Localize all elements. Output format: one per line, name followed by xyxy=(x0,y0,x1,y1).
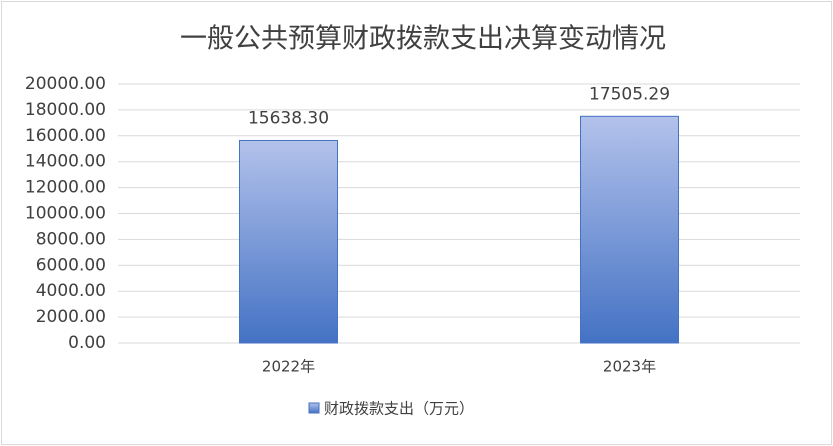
value-label: 15638.30 xyxy=(248,108,329,128)
y-tick-label: 20000.00 xyxy=(25,74,106,94)
y-tick-label: 12000.00 xyxy=(25,178,106,198)
bar xyxy=(239,139,338,344)
value-label: 17505.29 xyxy=(589,84,670,104)
y-tick-label: 10000.00 xyxy=(25,204,106,224)
legend-label: 财政拨款支出（万元） xyxy=(324,400,474,418)
chart-title: 一般公共预算财政拨款支出决算变动情况 xyxy=(180,24,666,55)
x-tick-label: 2022年 xyxy=(262,358,315,376)
y-tick-label: 16000.00 xyxy=(25,126,106,146)
y-tick-label: 8000.00 xyxy=(36,229,106,249)
y-tick-label: 14000.00 xyxy=(25,152,106,172)
legend-swatch xyxy=(308,402,320,414)
x-tick-label: 2023年 xyxy=(603,358,656,376)
y-tick-label: 18000.00 xyxy=(25,100,106,120)
y-tick-label: 0.00 xyxy=(68,333,106,353)
y-tick-label: 4000.00 xyxy=(36,281,106,301)
bar xyxy=(580,115,679,344)
y-tick-label: 2000.00 xyxy=(36,307,106,327)
y-tick-label: 6000.00 xyxy=(36,255,106,275)
